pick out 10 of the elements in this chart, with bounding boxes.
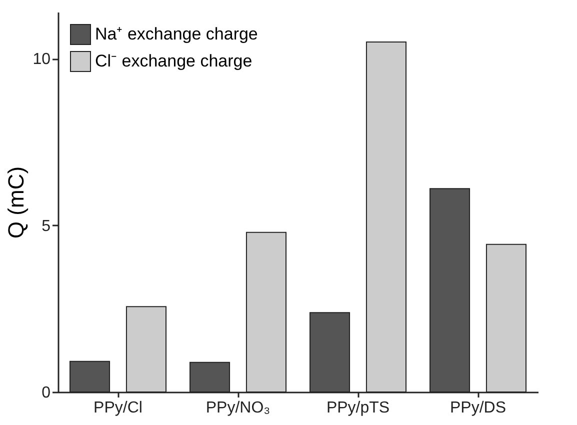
y-tick-label: 5 [42,218,51,235]
y-axis-title: Q (mC) [4,166,29,239]
legend-label: Cl⁻ exchange charge [95,52,252,70]
x-tick-label: PPy/NO₃ [206,400,270,416]
x-tick-label: PPy/Cl [94,400,142,416]
legend-label: Na⁺ exchange charge [95,24,258,44]
y-tick-label: 0 [42,384,51,402]
x-tick-label: PPy/pTS [326,400,390,416]
x-tick-label: PPy/DS [450,400,506,416]
y-tick-label: 10 [32,51,51,68]
